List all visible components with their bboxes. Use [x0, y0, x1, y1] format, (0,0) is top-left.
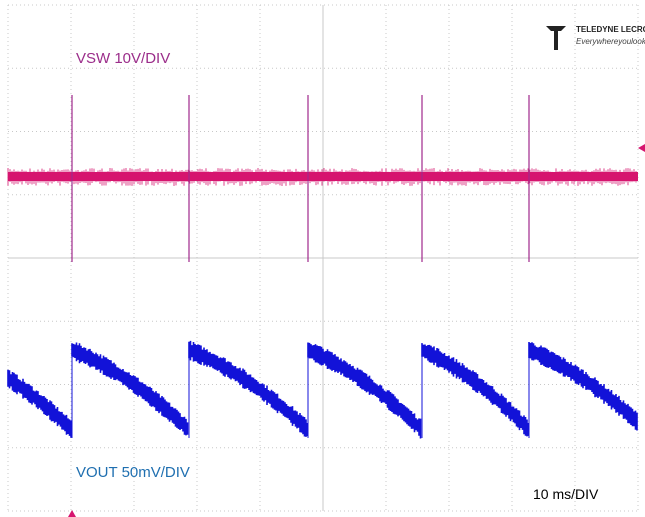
vout-trace [528, 341, 638, 431]
logo: TELEDYNE LECROY Everywhereyoulook [546, 25, 645, 50]
ch-marker [638, 144, 645, 152]
trigger-marker [68, 510, 76, 517]
vsw-trace [8, 172, 638, 181]
waveforms [7, 95, 638, 439]
vout-trace [421, 343, 530, 437]
timebase-label: 10 ms/DIV [533, 486, 599, 502]
vsw-label: VSW 10V/DIV [76, 50, 170, 67]
vout-trace [307, 342, 422, 439]
vsw-noise [7, 168, 637, 186]
vout-trace [188, 340, 309, 437]
grid [7, 4, 639, 512]
logo-tagline: Everywhereyoulook [576, 37, 645, 46]
logo-brand: TELEDYNE LECROY [576, 25, 645, 34]
vout-trace [71, 342, 189, 436]
logo-icon [546, 26, 566, 50]
vout-label: VOUT 50mV/DIV [76, 464, 190, 481]
vout-trace [7, 369, 72, 438]
